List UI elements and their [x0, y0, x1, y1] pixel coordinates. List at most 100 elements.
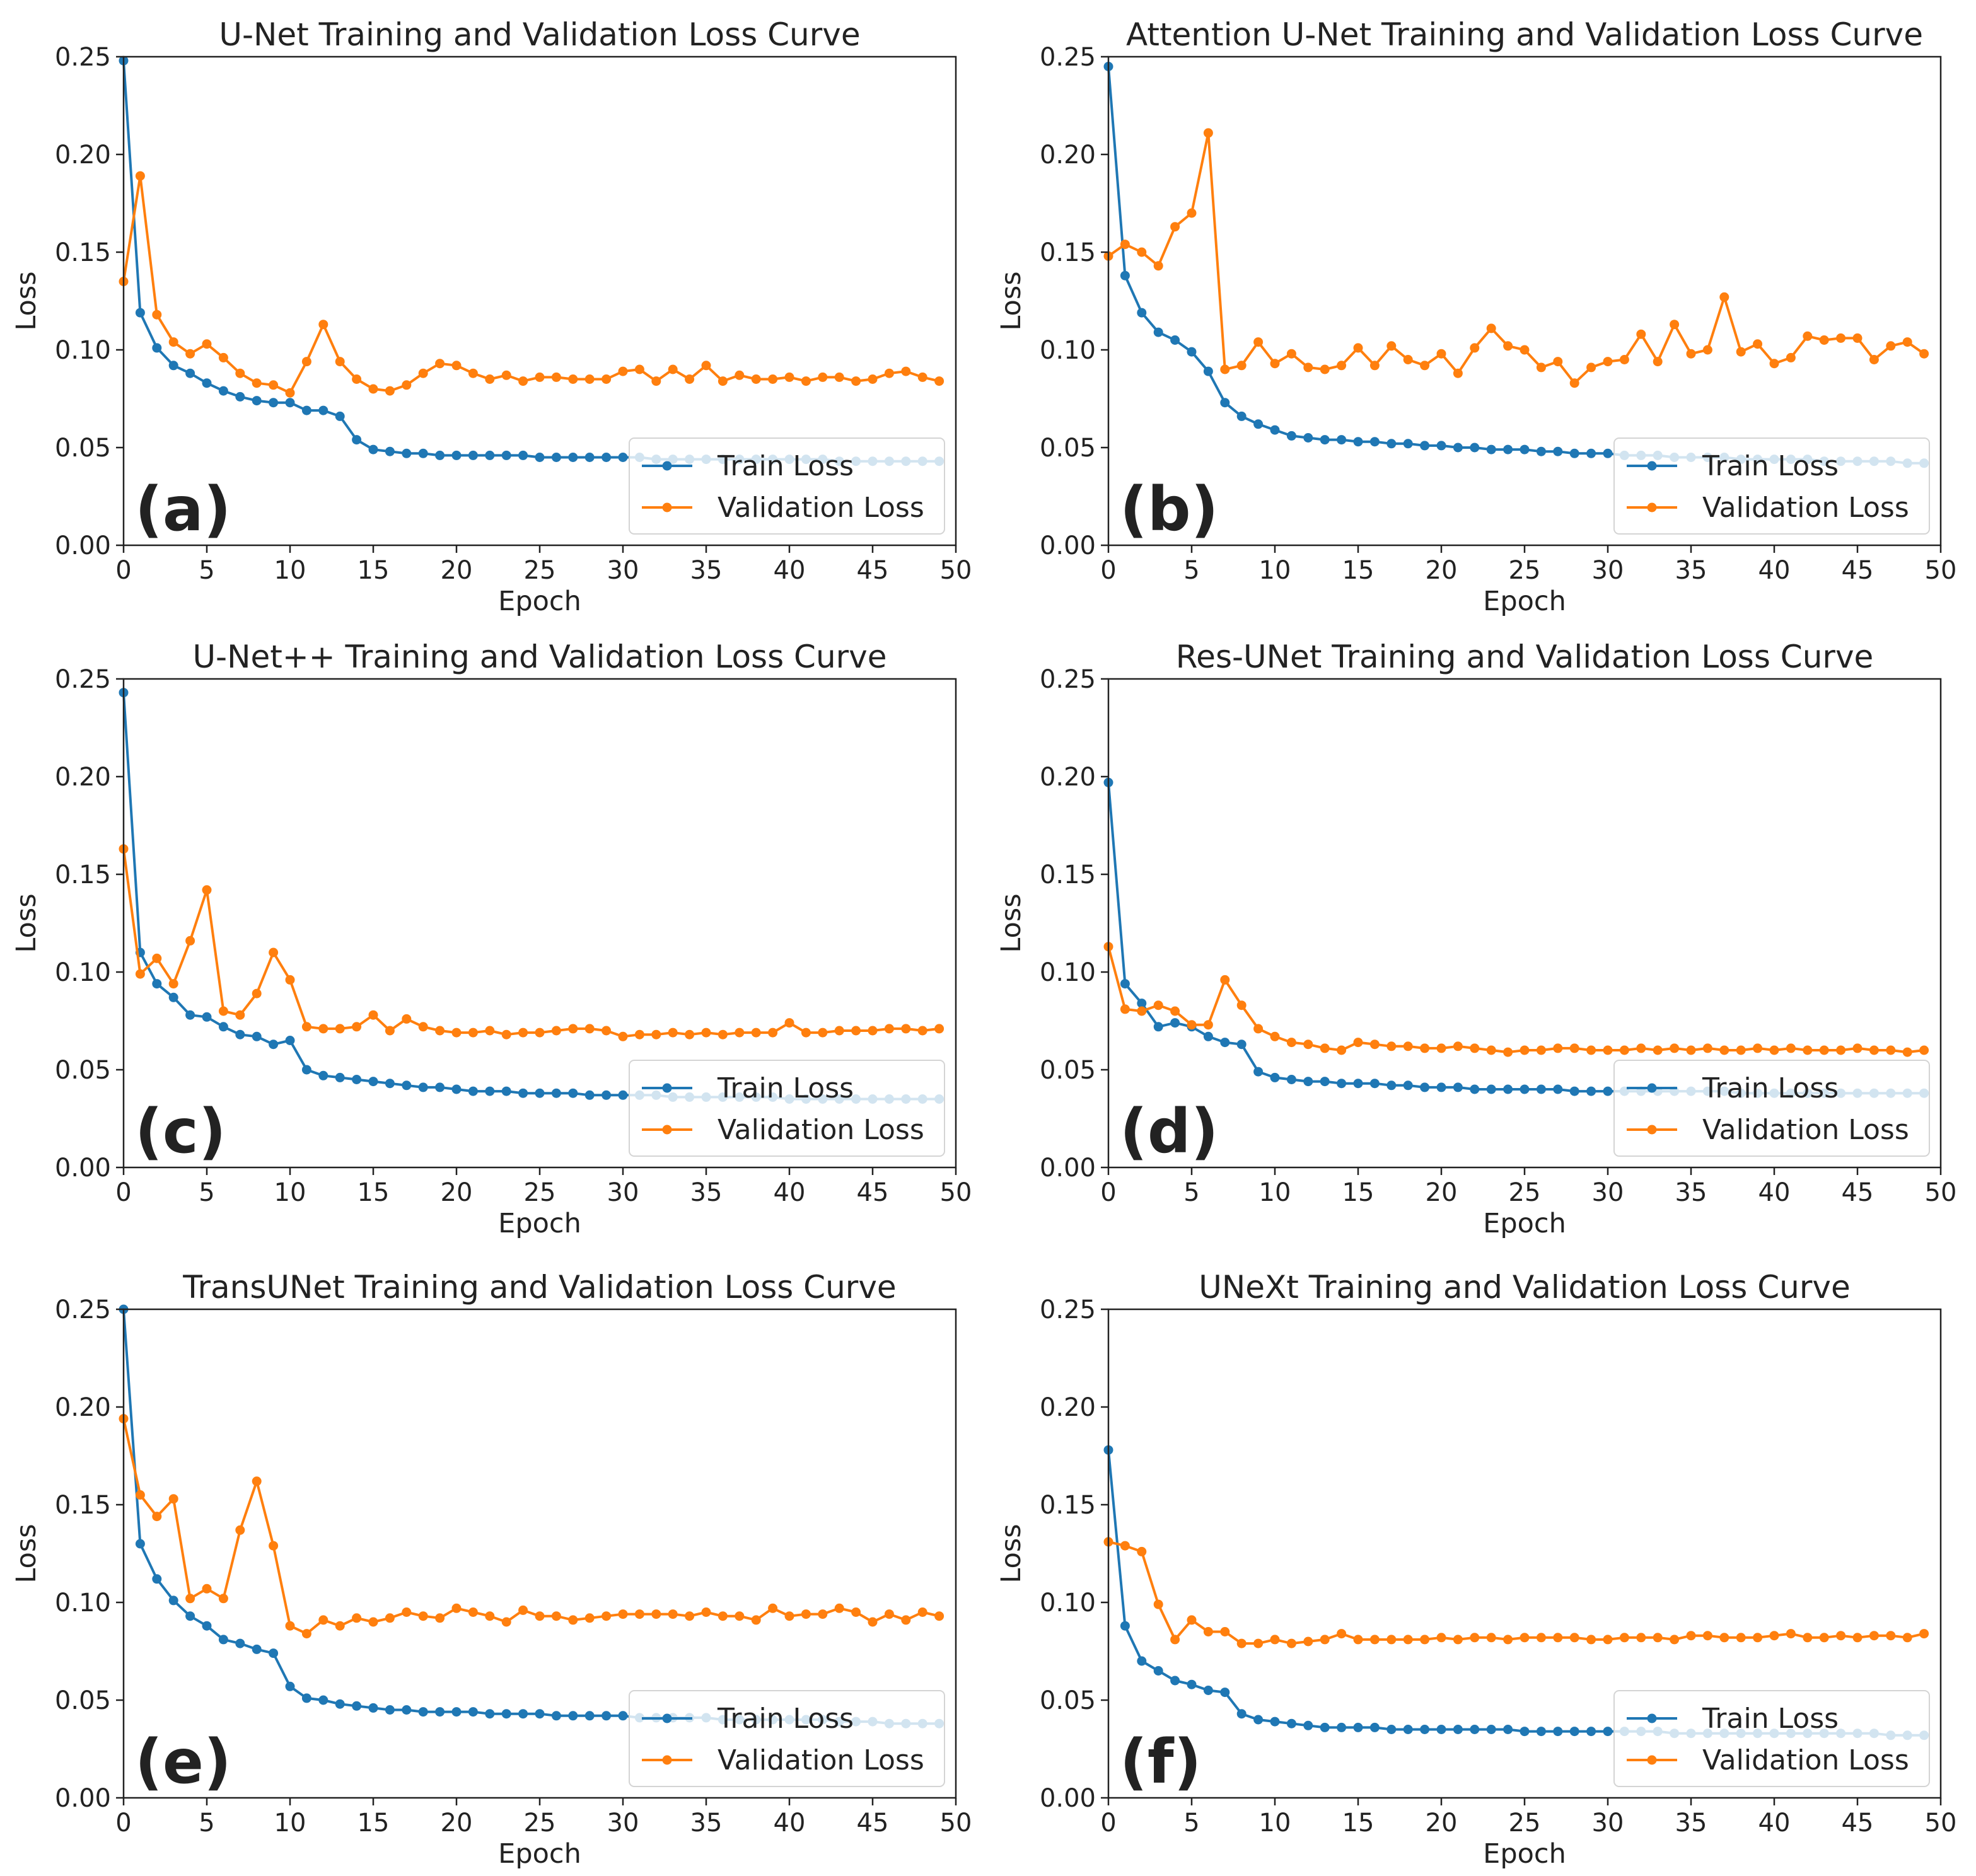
train-loss-point — [168, 361, 178, 371]
validation-loss-point — [252, 988, 262, 999]
y-tick-label: 0.20 — [1040, 1393, 1096, 1422]
chart-panel-4: 0 5 10 15 20 25 30 35 40 45 50 0.00 0.05 0.10 0.15 0.20… — [996, 639, 1956, 1239]
x-tick-label: 15 — [1342, 1178, 1374, 1207]
y-tick-label: 0.00 — [1040, 1154, 1096, 1183]
train-loss-point — [1369, 437, 1380, 447]
validation-loss-point — [335, 1024, 345, 1034]
legend-marker — [662, 502, 672, 512]
x-tick-label: 5 — [1183, 1178, 1199, 1207]
x-tick-label: 50 — [940, 1178, 972, 1207]
x-tick-label: 25 — [1509, 1809, 1541, 1838]
validation-loss-point — [701, 1607, 711, 1617]
validation-loss-point — [368, 384, 378, 394]
train-loss-point — [1303, 1077, 1313, 1087]
validation-loss-point — [1369, 361, 1380, 371]
train-loss-point — [1436, 1082, 1446, 1092]
validation-loss-point — [1553, 357, 1563, 367]
validation-loss-point — [551, 1611, 561, 1621]
train-loss-point — [1337, 435, 1347, 445]
validation-loss-point — [1569, 378, 1579, 388]
validation-loss-point — [285, 975, 295, 985]
validation-loss-point — [718, 1029, 728, 1039]
validation-loss-point — [818, 1609, 828, 1619]
train-loss-point — [135, 1539, 145, 1549]
x-tick-label: 40 — [1758, 556, 1791, 585]
validation-loss-point — [501, 1029, 511, 1039]
x-tick-label: 25 — [1509, 556, 1541, 585]
validation-loss-point — [901, 366, 911, 376]
train-loss-point — [1170, 335, 1180, 345]
validation-loss-point — [535, 372, 545, 382]
y-tick-label: 0.20 — [55, 141, 111, 170]
x-tick-label: 50 — [1925, 556, 1957, 585]
train-loss-point — [252, 1031, 262, 1041]
validation-loss-point — [1702, 345, 1712, 355]
legend-marker — [1647, 502, 1657, 512]
y-tick-label: 0.00 — [55, 1784, 111, 1813]
validation-loss-point — [1236, 1000, 1247, 1010]
legend-label: Validation Loss — [1702, 1744, 1909, 1776]
train-loss-point — [1320, 435, 1330, 445]
train-loss-point — [1553, 1084, 1563, 1094]
validation-loss-point — [468, 1028, 478, 1038]
train-loss-point — [1203, 1031, 1213, 1041]
y-tick-label: 0.05 — [55, 1056, 111, 1085]
validation-loss-point — [884, 368, 894, 378]
x-tick-label: 30 — [1592, 556, 1624, 585]
validation-loss-point — [1753, 1043, 1763, 1053]
train-loss-point — [285, 1681, 295, 1691]
y-tick-label: 0.15 — [55, 1491, 111, 1520]
train-loss-point — [1503, 444, 1513, 455]
validation-loss-point — [1153, 1599, 1163, 1609]
y-axis-label: Loss — [996, 271, 1027, 330]
x-tick-label: 10 — [1259, 1809, 1291, 1838]
legend-marker — [662, 461, 672, 471]
validation-loss-point — [1886, 341, 1896, 351]
train-loss-point — [618, 1090, 628, 1100]
train-loss-point — [1120, 1621, 1130, 1631]
validation-loss-point — [718, 376, 728, 386]
validation-loss-point — [651, 1609, 661, 1619]
validation-loss-point — [202, 885, 212, 895]
validation-loss-point — [468, 368, 478, 378]
y-tick-label: 0.00 — [55, 531, 111, 560]
panel-label: (d) — [1120, 1096, 1218, 1167]
validation-loss-point — [1187, 1615, 1197, 1625]
validation-loss-point — [269, 947, 279, 958]
validation-loss-point — [1253, 1024, 1264, 1034]
legend-label: Train Loss — [1702, 1072, 1839, 1104]
train-loss-point — [1137, 999, 1147, 1009]
validation-loss-point — [1653, 1633, 1663, 1643]
train-loss-point — [602, 1090, 612, 1100]
validation-loss-point — [685, 1611, 695, 1621]
validation-loss-point — [451, 361, 462, 371]
panel-label: (c) — [135, 1096, 226, 1167]
validation-loss-point — [1719, 292, 1729, 302]
train-loss-point — [518, 1709, 528, 1719]
validation-loss-point — [1170, 222, 1180, 232]
validation-loss-point — [1902, 337, 1912, 347]
train-loss-point — [1503, 1725, 1513, 1734]
validation-loss-point — [168, 979, 178, 989]
y-tick-label: 0.25 — [55, 665, 111, 694]
train-loss-point — [1253, 1067, 1264, 1077]
legend-box — [629, 1060, 945, 1157]
train-loss-point — [1503, 1084, 1513, 1094]
validation-loss-point — [701, 361, 711, 371]
y-tick-label: 0.10 — [55, 336, 111, 365]
validation-loss-point — [168, 1494, 178, 1504]
train-loss-point — [235, 1638, 245, 1648]
train-loss-point — [418, 448, 428, 458]
validation-loss-point — [418, 1022, 428, 1032]
train-loss-point — [269, 398, 279, 408]
validation-loss-point — [834, 1603, 844, 1613]
validation-loss-series — [119, 1414, 944, 1639]
validation-loss-point — [485, 1611, 495, 1621]
validation-loss-point — [1187, 1020, 1197, 1030]
validation-loss-point — [218, 1594, 228, 1604]
train-loss-point — [301, 1065, 311, 1075]
validation-loss-point — [568, 1024, 578, 1034]
validation-loss-point — [1536, 1045, 1546, 1055]
validation-loss-point — [318, 1615, 328, 1625]
chart-panel-1: 0 5 10 15 20 25 30 35 40 45 50 0.00 0.05 0.10 0.15 0.20… — [11, 16, 972, 617]
